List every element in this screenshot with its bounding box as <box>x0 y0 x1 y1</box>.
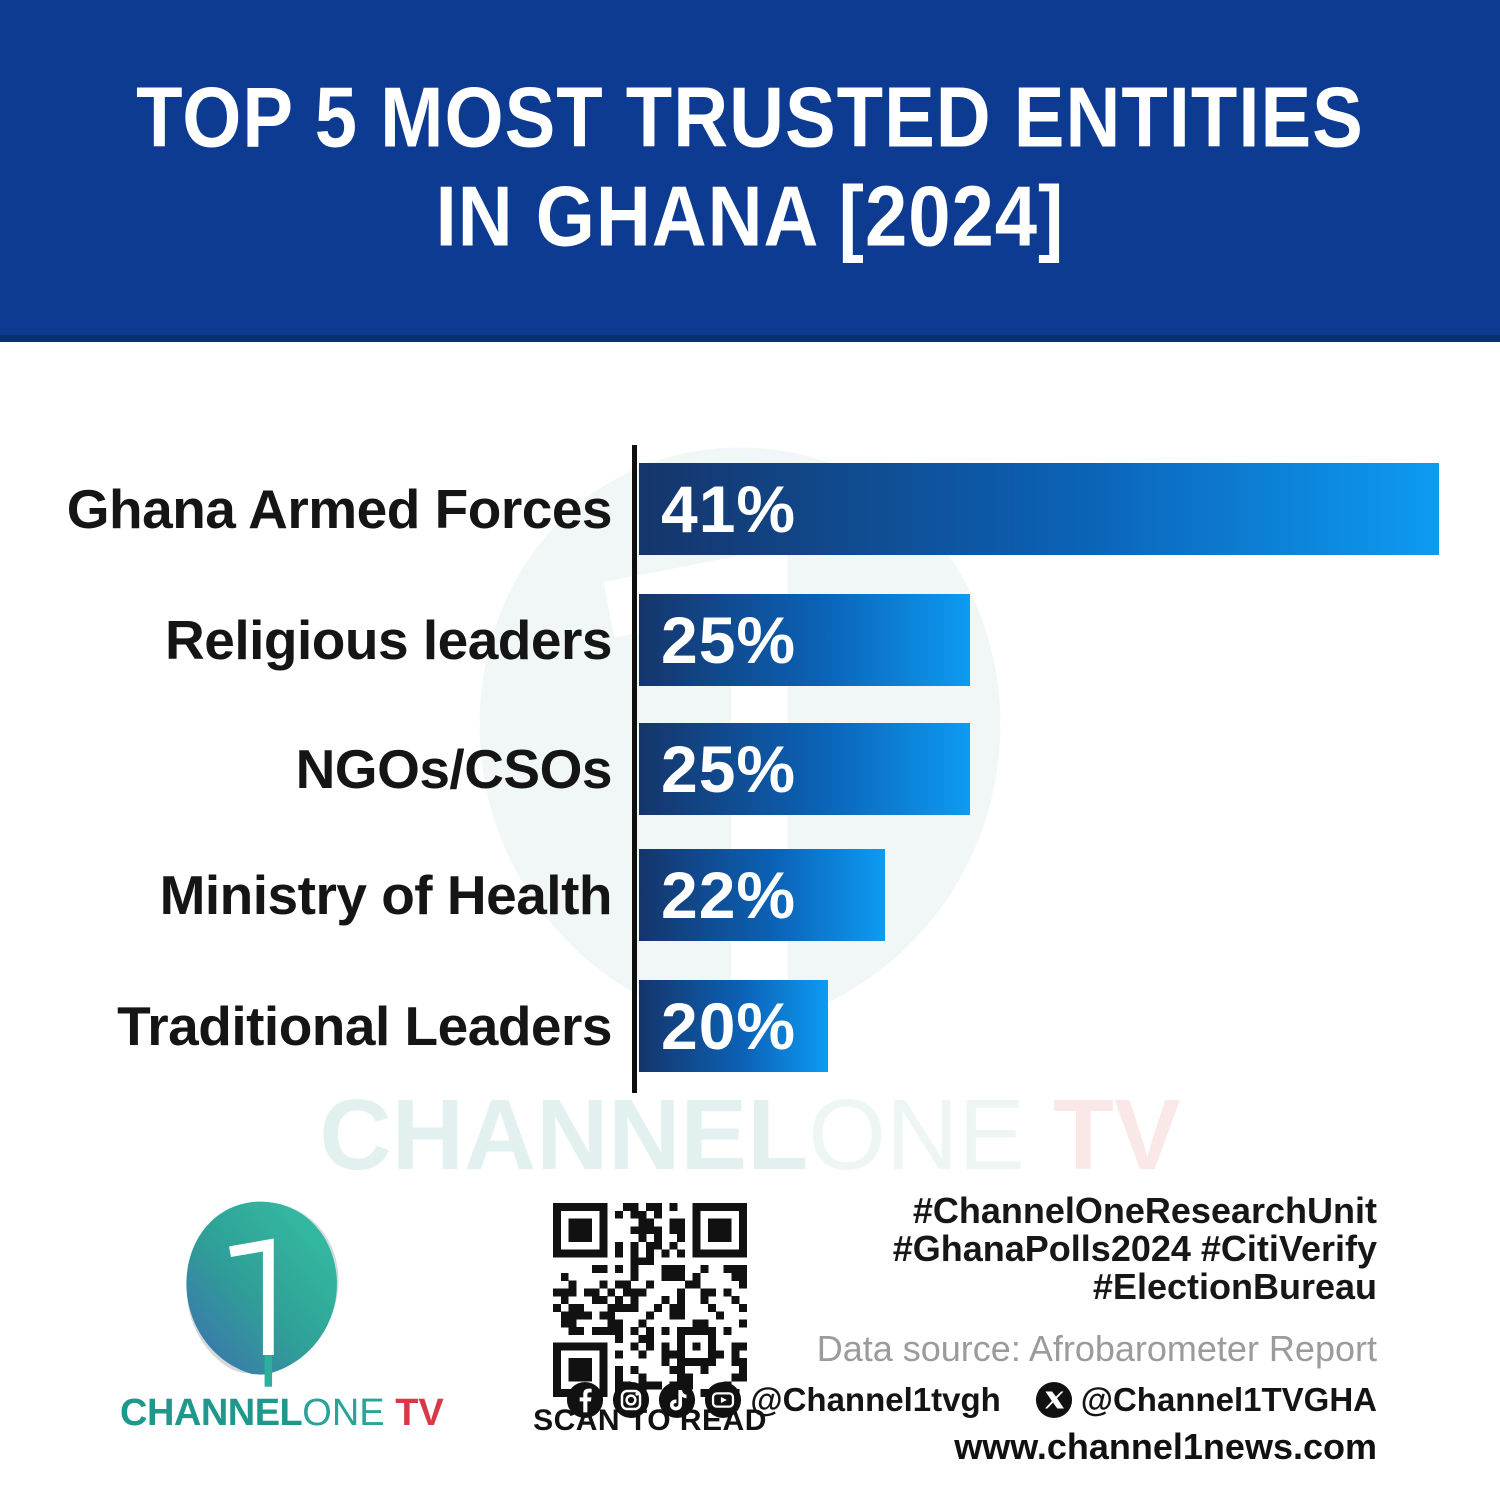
bar-value-label: 25% <box>661 732 797 806</box>
category-label-religious-leaders: Religious leaders <box>165 609 612 671</box>
facebook-icon <box>567 1381 604 1419</box>
category-label-traditional-leaders: Traditional Leaders <box>117 995 612 1057</box>
channel-one-logo <box>186 1201 339 1387</box>
social-row: @Channel1tvgh @Channel1TVGHA <box>566 1380 1377 1420</box>
watermark-one: ONE <box>808 1079 1025 1191</box>
data-source-note: Data source: Afrobarometer Report <box>816 1328 1377 1369</box>
watermark-tv: TV <box>1025 1079 1181 1191</box>
title-line-1: TOP 5 MOST TRUSTED ENTITIES <box>136 70 1364 166</box>
bar-value-label: 20% <box>661 989 797 1063</box>
website-url: www.channel1news.com <box>954 1426 1377 1467</box>
watermark-channel: CHANNEL <box>319 1079 809 1191</box>
bar-ngos-csos: 25% <box>639 723 970 815</box>
wordmark-one: ONE <box>302 1392 385 1434</box>
chart-axis-line <box>632 445 637 1093</box>
bar-traditional-leaders: 20% <box>639 980 828 1072</box>
instagram-icon <box>613 1381 650 1419</box>
x-twitter-icon <box>1035 1381 1072 1419</box>
title-line-2: IN GHANA [2024] <box>435 168 1065 264</box>
youtube-icon <box>705 1381 742 1419</box>
bar-value-label: 22% <box>661 858 797 932</box>
header-banner: TOP 5 MOST TRUSTED ENTITIES IN GHANA [20… <box>0 0 1500 342</box>
bar-value-label: 41% <box>661 472 797 546</box>
category-label-ministry-of-health: Ministry of Health <box>159 864 613 926</box>
hashtags: #ChannelOneResearchUnit #GhanaPolls2024 … <box>893 1192 1377 1306</box>
page-title: TOP 5 MOST TRUSTED ENTITIES IN GHANA [20… <box>136 69 1364 266</box>
wordmark-channel: CHANNEL <box>120 1392 303 1434</box>
bar-chart: Ghana Armed Forces 41% Religious leaders… <box>0 400 1500 1120</box>
category-label-ngos-csos: NGOs/CSOs <box>295 738 613 800</box>
hashtag-line-3: #ElectionBureau <box>1092 1266 1377 1307</box>
tiktok-icon <box>659 1381 696 1419</box>
bar-ghana-armed-forces: 41% <box>639 463 1439 555</box>
footer-right-block: #ChannelOneResearchUnit #GhanaPolls2024 … <box>567 1192 1377 1468</box>
social-handle-x: @Channel1TVGHA <box>1080 1381 1377 1418</box>
bar-religious-leaders: 25% <box>639 594 970 686</box>
social-handle-main: @Channel1tvgh <box>750 1381 1001 1418</box>
channel-one-tv-watermark: CHANNELONE TV <box>0 1078 1500 1193</box>
hashtag-line-2: #GhanaPolls2024 #CitiVerify <box>892 1228 1377 1269</box>
channel-one-tv-wordmark: CHANNELONE TV <box>120 1392 444 1435</box>
category-label-ghana-armed-forces: Ghana Armed Forces <box>66 478 613 540</box>
qr-code <box>553 1203 747 1397</box>
hashtag-line-1: #ChannelOneResearchUnit <box>912 1190 1377 1231</box>
wordmark-tv: TV <box>384 1392 444 1434</box>
bar-value-label: 25% <box>661 603 797 677</box>
bar-ministry-of-health: 22% <box>639 849 885 941</box>
